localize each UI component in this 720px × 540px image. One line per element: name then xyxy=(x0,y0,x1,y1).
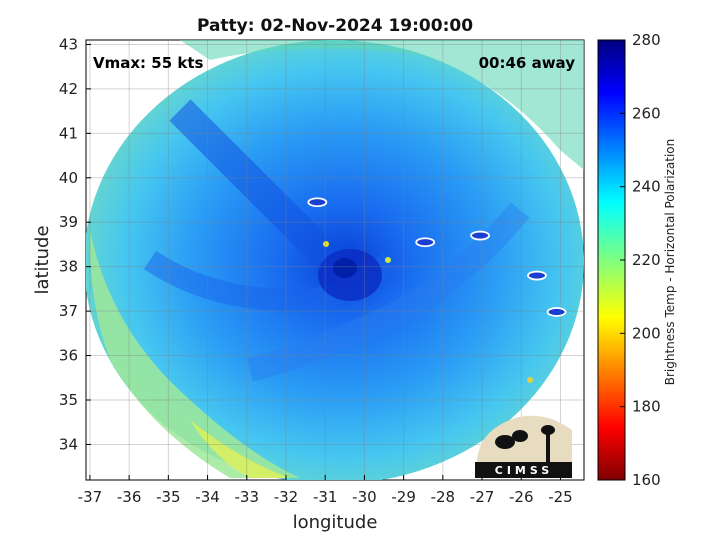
warm-spot xyxy=(385,257,391,263)
storm-eye xyxy=(333,258,357,278)
chart-title: Patty: 02-Nov-2024 19:00:00 xyxy=(197,16,473,36)
vmax-annotation: Vmax: 55 kts xyxy=(93,54,203,72)
outer-band-west xyxy=(89,230,300,478)
y-tick-label: 37 xyxy=(59,302,78,320)
island-outline xyxy=(415,237,436,248)
x-axis-label: longitude xyxy=(293,512,378,533)
warm-spot xyxy=(323,241,329,247)
colorbar-tick-label: 180 xyxy=(632,398,661,416)
x-tick-label: -32 xyxy=(274,488,299,506)
island-outline xyxy=(546,307,567,317)
time-away-annotation: 00:46 away xyxy=(479,54,576,72)
x-tick-label: -28 xyxy=(431,488,456,506)
y-tick-label: 42 xyxy=(59,80,78,98)
x-tick-label: -30 xyxy=(352,488,377,506)
logo-text: CIMSS xyxy=(495,464,553,477)
x-tick-label: -27 xyxy=(470,488,495,506)
island-outlines xyxy=(307,197,567,317)
x-tick-label: -29 xyxy=(391,488,416,506)
colorbar-label: Brightness Temp - Horizontal Polarizatio… xyxy=(663,139,677,386)
colorbar-tick-label: 280 xyxy=(632,31,661,49)
colorbar-tick-label: 160 xyxy=(632,471,661,489)
island-outline xyxy=(527,270,547,281)
y-tick-label: 41 xyxy=(59,124,78,142)
colorbar-tick-label: 200 xyxy=(632,324,661,342)
warm-spot xyxy=(527,377,533,383)
x-tick-label: -37 xyxy=(78,488,103,506)
colorbar-tick-label: 220 xyxy=(632,251,661,269)
y-tick-label: 40 xyxy=(59,169,78,187)
x-tick-label: -35 xyxy=(156,488,181,506)
y-tick-label: 38 xyxy=(59,258,78,276)
y-axis-label: latitude xyxy=(32,225,53,294)
x-tick-label: -25 xyxy=(548,488,573,506)
y-tick-label: 34 xyxy=(59,435,78,453)
outer-band-southwest xyxy=(190,420,290,478)
x-tick-label: -36 xyxy=(117,488,142,506)
swath-group xyxy=(86,40,584,480)
island-outline xyxy=(470,230,490,241)
x-tick-label: -34 xyxy=(195,488,220,506)
colorbar-tick-label: 240 xyxy=(632,178,661,196)
island-outline xyxy=(307,197,328,208)
y-tick-label: 43 xyxy=(59,35,78,53)
y-tick-label: 35 xyxy=(59,391,78,409)
grid-lines xyxy=(86,40,584,480)
x-tick-label: -33 xyxy=(235,488,260,506)
colorbar-tick-label: 260 xyxy=(632,104,661,122)
outer-band-north xyxy=(180,40,584,170)
spiral-band-3 xyxy=(247,202,530,382)
y-tick-label: 36 xyxy=(59,347,78,365)
x-tick-label: -26 xyxy=(509,488,534,506)
y-tick-label: 39 xyxy=(59,213,78,231)
cimss-logo: CIMSS xyxy=(475,415,572,478)
x-ticks: -37 -36 -35 -34 -33 -32 -31 -30 -29 -28 -27 -26 -25 xyxy=(78,475,573,506)
colorbar-ticks: 160 180 200 220 240 260 280 xyxy=(620,31,661,489)
x-tick-label: -31 xyxy=(313,488,338,506)
y-ticks: 34 35 36 37 38 39 40 41 42 43 xyxy=(59,35,91,453)
